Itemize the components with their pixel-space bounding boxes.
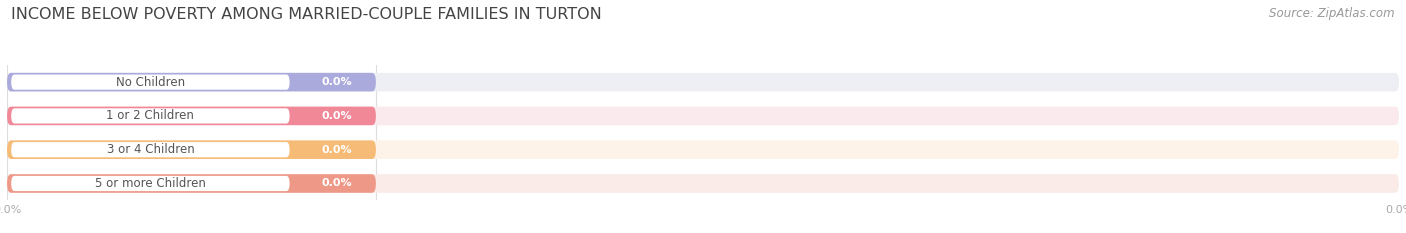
Text: 0.0%: 0.0% [322,145,353,155]
Text: Source: ZipAtlas.com: Source: ZipAtlas.com [1270,7,1395,20]
FancyBboxPatch shape [7,107,1399,125]
FancyBboxPatch shape [7,140,1399,159]
FancyBboxPatch shape [11,75,290,90]
Text: 0.0%: 0.0% [322,178,353,188]
Text: 5 or more Children: 5 or more Children [96,177,205,190]
Text: INCOME BELOW POVERTY AMONG MARRIED-COUPLE FAMILIES IN TURTON: INCOME BELOW POVERTY AMONG MARRIED-COUPL… [11,7,602,22]
FancyBboxPatch shape [11,176,290,191]
Text: 0.0%: 0.0% [322,111,353,121]
Text: 3 or 4 Children: 3 or 4 Children [107,143,194,156]
FancyBboxPatch shape [7,174,375,193]
FancyBboxPatch shape [7,174,1399,193]
FancyBboxPatch shape [7,107,375,125]
Text: 1 or 2 Children: 1 or 2 Children [107,110,194,122]
Text: No Children: No Children [115,76,186,89]
FancyBboxPatch shape [7,73,1399,91]
FancyBboxPatch shape [11,108,290,123]
FancyBboxPatch shape [7,140,375,159]
FancyBboxPatch shape [7,73,375,91]
Text: 0.0%: 0.0% [322,77,353,87]
FancyBboxPatch shape [11,142,290,157]
